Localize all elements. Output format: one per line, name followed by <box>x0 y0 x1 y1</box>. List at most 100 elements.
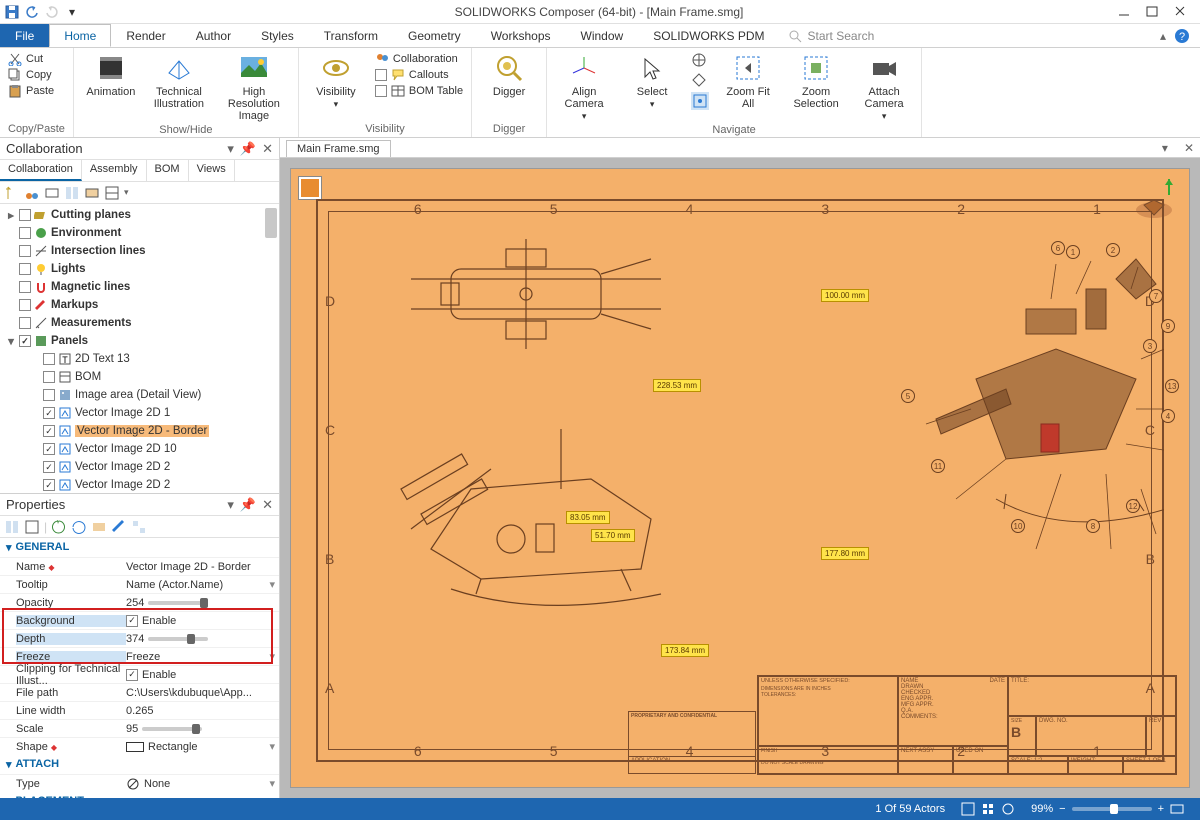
tree-item[interactable]: Environment <box>0 224 279 242</box>
tech-illus-button[interactable]: Technical Illustration <box>150 52 208 110</box>
tree-item[interactable]: ▾Panels <box>0 332 279 350</box>
tool-icon[interactable] <box>4 185 20 201</box>
scrollbar-thumb[interactable] <box>265 208 277 238</box>
prop-section[interactable]: ▾ATTACH <box>0 755 279 774</box>
tree-item[interactable]: Lights <box>0 260 279 278</box>
copy-button[interactable]: Copy <box>8 68 54 82</box>
zoom-sel-button[interactable]: Zoom Selection <box>787 52 845 110</box>
attach-camera-button[interactable]: Attach Camera▾ <box>855 52 913 122</box>
tool-icon[interactable] <box>44 185 60 201</box>
checkbox-icon[interactable] <box>19 281 31 293</box>
tool-icon[interactable] <box>51 519 67 535</box>
zoom-out-icon[interactable]: − <box>1059 803 1065 815</box>
animation-button[interactable]: Animation <box>82 52 140 98</box>
menu-home[interactable]: Home <box>49 24 111 47</box>
checkbox-icon[interactable] <box>43 461 55 473</box>
checkbox-icon[interactable] <box>19 299 31 311</box>
align-camera-button[interactable]: Align Camera▾ <box>555 52 613 122</box>
origin-icon[interactable] <box>299 177 321 199</box>
zoom-fit-button[interactable]: Zoom Fit All <box>719 52 777 110</box>
qat-dropdown-icon[interactable]: ▾ <box>64 4 80 20</box>
digger-button[interactable]: Digger <box>480 52 538 98</box>
doc-tab[interactable]: Main Frame.smg <box>286 140 391 157</box>
visibility-button[interactable]: Visibility▾ <box>307 52 365 110</box>
tree-item[interactable]: Vector Image 2D - Border <box>0 422 279 440</box>
menu-solidworks-pdm[interactable]: SOLIDWORKS PDM <box>638 24 779 47</box>
tool-icon[interactable] <box>111 519 127 535</box>
prop-row[interactable]: Line width0.265 <box>0 701 279 719</box>
cut-button[interactable]: Cut <box>8 52 54 66</box>
prop-row[interactable]: TooltipName (Actor.Name)▾ <box>0 575 279 593</box>
menu-geometry[interactable]: Geometry <box>393 24 476 47</box>
tree-item[interactable]: Vector Image 2D 10 <box>0 440 279 458</box>
redo-icon[interactable] <box>44 4 60 20</box>
tree-item[interactable]: Magnetic lines <box>0 278 279 296</box>
toolbar-dropdown-icon[interactable]: ▾ <box>124 187 129 198</box>
prop-row[interactable]: Clipping for Technical Illust... Enable <box>0 665 279 683</box>
nav-tool-2[interactable] <box>691 72 709 88</box>
fit-icon[interactable] <box>1170 802 1184 816</box>
checkbox-icon[interactable] <box>43 371 55 383</box>
panel-dropdown-icon[interactable]: ▾ <box>227 141 234 157</box>
tool-icon[interactable] <box>84 185 100 201</box>
panel-pin-icon[interactable]: 📌 <box>240 141 256 157</box>
collab-tab-assembly[interactable]: Assembly <box>82 160 147 181</box>
prop-row[interactable]: Name ◆Vector Image 2D - Border <box>0 557 279 575</box>
save-icon[interactable] <box>4 4 20 20</box>
status-icon[interactable] <box>961 802 975 816</box>
tree-item[interactable]: T2D Text 13 <box>0 350 279 368</box>
tab-close-icon[interactable]: ✕ <box>1178 139 1200 157</box>
search-box[interactable]: Start Search <box>788 24 1160 47</box>
nav-tool-1[interactable] <box>691 52 709 68</box>
panel-close-icon[interactable]: ✕ <box>262 141 273 157</box>
tree-item[interactable]: Vector Image 2D 2 <box>0 476 279 493</box>
ribbon-collapse-icon[interactable]: ▴ <box>1160 29 1166 43</box>
select-button[interactable]: Select▾ <box>623 52 681 110</box>
nav-tool-3[interactable] <box>691 92 709 110</box>
menu-render[interactable]: Render <box>111 24 180 47</box>
panel-pin-icon[interactable]: 📌 <box>240 497 256 513</box>
help-icon[interactable]: ? <box>1174 28 1190 44</box>
tree-item[interactable]: Measurements <box>0 314 279 332</box>
tool-icon[interactable] <box>4 519 20 535</box>
checkbox-icon[interactable] <box>19 263 31 275</box>
status-icon[interactable] <box>1001 802 1015 816</box>
panel-dropdown-icon[interactable]: ▾ <box>227 497 234 513</box>
checkbox-icon[interactable] <box>19 335 31 347</box>
tree-item[interactable]: BOM <box>0 368 279 386</box>
tree-item[interactable]: ▸Cutting planes <box>0 206 279 224</box>
minimize-icon[interactable] <box>1118 5 1132 19</box>
menu-transform[interactable]: Transform <box>309 24 393 47</box>
menu-author[interactable]: Author <box>181 24 246 47</box>
paste-button[interactable]: Paste <box>8 84 54 98</box>
checkbox-icon[interactable] <box>19 245 31 257</box>
callouts-toggle[interactable]: Callouts <box>375 68 463 82</box>
close-icon[interactable] <box>1174 5 1188 19</box>
undo-icon[interactable] <box>24 4 40 20</box>
tree-item[interactable]: Vector Image 2D 1 <box>0 404 279 422</box>
checkbox-icon[interactable] <box>43 389 55 401</box>
bom-toggle[interactable]: BOM Table <box>375 84 463 98</box>
menu-file[interactable]: File <box>0 24 49 47</box>
collab-tab-collaboration[interactable]: Collaboration <box>0 160 82 181</box>
hires-button[interactable]: High Resolution Image <box>218 52 290 122</box>
checkbox-icon[interactable] <box>43 479 55 491</box>
checkbox-icon[interactable] <box>43 407 55 419</box>
tree-item[interactable]: Image area (Detail View) <box>0 386 279 404</box>
tool-icon[interactable] <box>24 519 40 535</box>
tool-icon[interactable] <box>104 185 120 201</box>
menu-window[interactable]: Window <box>566 24 639 47</box>
tool-icon[interactable] <box>24 185 40 201</box>
slider[interactable] <box>148 601 208 605</box>
prop-row[interactable]: File pathC:\Users\kdubuque\App... <box>0 683 279 701</box>
checkbox-icon[interactable] <box>19 317 31 329</box>
tool-icon[interactable] <box>64 185 80 201</box>
prop-row[interactable]: Scale95 <box>0 719 279 737</box>
tool-icon[interactable] <box>91 519 107 535</box>
panel-close-icon[interactable]: ✕ <box>262 497 273 513</box>
checkbox-icon[interactable] <box>43 353 55 365</box>
slider[interactable] <box>142 727 202 731</box>
tool-icon[interactable] <box>131 519 147 535</box>
checkbox-icon[interactable] <box>19 209 31 221</box>
props-grid[interactable]: ▾GENERALName ◆Vector Image 2D - BorderTo… <box>0 538 279 798</box>
